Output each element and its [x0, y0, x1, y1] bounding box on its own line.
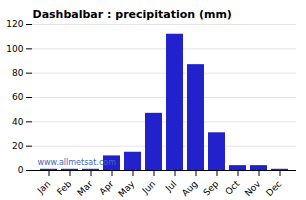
svg-text:Sep: Sep — [201, 179, 220, 198]
svg-text:May: May — [116, 178, 137, 199]
svg-text:Oct: Oct — [223, 178, 241, 196]
svg-text:80: 80 — [12, 68, 24, 78]
svg-text:0: 0 — [18, 165, 24, 175]
svg-text:Mar: Mar — [75, 178, 94, 197]
svg-text:Jul: Jul — [163, 179, 178, 194]
svg-text:Dashbalbar : precipitation (mm: Dashbalbar : precipitation (mm) — [33, 8, 232, 21]
svg-text:120: 120 — [6, 19, 23, 29]
svg-text:Feb: Feb — [55, 179, 74, 198]
svg-text:Dec: Dec — [264, 179, 283, 198]
svg-text:40: 40 — [12, 117, 24, 127]
svg-text:Apr: Apr — [97, 179, 115, 197]
svg-text:Jan: Jan — [35, 179, 53, 197]
svg-text:Aug: Aug — [180, 179, 200, 199]
svg-text:100: 100 — [6, 44, 23, 54]
svg-text:Jun: Jun — [140, 179, 158, 197]
svg-text:Nov: Nov — [243, 178, 263, 198]
svg-text:60: 60 — [12, 92, 24, 102]
svg-text:20: 20 — [12, 141, 24, 151]
svg-text:www.allmetsat.com: www.allmetsat.com — [38, 158, 117, 167]
